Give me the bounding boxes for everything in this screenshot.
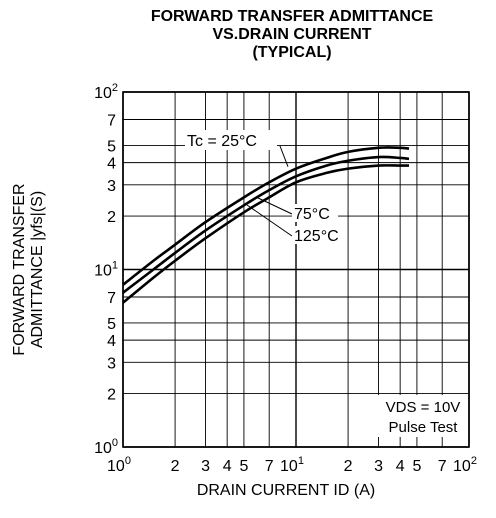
y-tick-label-5: 7 [107,290,116,307]
x-tick-label-6: 101 [280,455,304,475]
condition-text-1: VDS = 10V [386,399,461,416]
x-axis-title: DRAIN CURRENT ID (A) [197,482,375,499]
x-tick-label-11: 7 [438,458,447,475]
x-tick-label-12: 102 [453,455,477,475]
y-axis-title-line-2: ADMITTANCE |yfs|(S) [29,191,46,348]
x-tick-label-10: 5 [412,458,421,475]
plot-frame [122,91,470,448]
y-tick-label-12: 102 [94,82,118,102]
chart-title-line-2: VS.DRAIN CURRENT [212,26,372,43]
y-tick-label-1: 2 [107,387,116,404]
x-tick-label-9: 4 [396,458,405,475]
label-75c: 75°C [294,206,330,223]
x-tick-label-5: 7 [265,458,274,475]
x-tick-label-4: 5 [239,458,248,475]
y-tick-label-0: 100 [94,437,118,457]
x-tick-label-0: 100 [107,455,131,475]
conditions-bg [378,395,468,437]
y-tick-label-6: 101 [94,260,118,280]
y-tick-label-11: 7 [107,112,116,129]
label-125c: 125°C [294,228,339,245]
series-line-2 [122,155,410,294]
y-tick-label-8: 3 [107,178,116,195]
y-axis-title-line-1: FORWARD TRANSFER [11,183,28,355]
x-tick-label-2: 3 [201,458,210,475]
condition-text-2: Pulse Test [389,419,459,436]
x-tick-label-7: 2 [344,458,353,475]
y-tick-label-4: 5 [107,316,116,333]
label-75c-bg [292,204,338,222]
x-tick-label-3: 4 [223,458,232,475]
chart-title-line-1: FORWARD TRANSFER ADMITTANCE [150,8,434,25]
leader-line-125c [246,204,293,237]
label-25c: Tc = 25°C [187,133,257,150]
y-tick-label-7: 2 [107,209,116,226]
series-line-3 [122,164,410,304]
x-tick-label-1: 2 [171,458,180,475]
y-tick-label-2: 3 [107,355,116,372]
chart-title-line-3: (TYPICAL) [252,44,332,61]
series-line-1 [122,146,410,286]
leader-line-25c [279,145,289,167]
y-tick-label-10: 5 [107,138,116,155]
y-tick-label-9: 4 [107,156,116,173]
label-125c-bg [292,226,344,244]
label-25c-bg [185,130,277,150]
x-tick-label-8: 3 [374,458,383,475]
y-tick-label-3: 4 [107,333,116,350]
leader-line-75c [255,196,293,215]
